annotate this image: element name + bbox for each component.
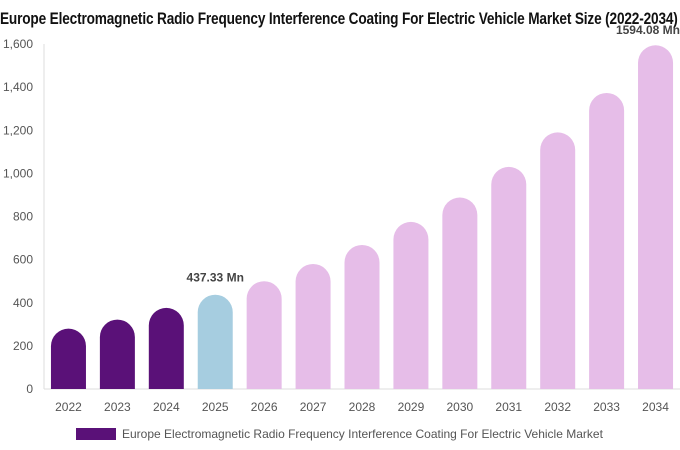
bar-2025	[197, 294, 233, 389]
x-tick-label: 2031	[495, 400, 522, 414]
bar-2028	[344, 244, 380, 389]
y-tick-label: 1,200	[3, 123, 33, 137]
legend-label: Europe Electromagnetic Radio Frequency I…	[122, 427, 603, 441]
x-tick-label: 2028	[349, 400, 376, 414]
x-tick-label: 2023	[104, 400, 131, 414]
bar-2026	[246, 281, 282, 389]
y-tick-label: 1,600	[3, 37, 33, 51]
legend: Europe Electromagnetic Radio Frequency I…	[76, 426, 603, 442]
x-tick-label: 2034	[642, 400, 669, 414]
bar-2033	[589, 92, 625, 390]
x-tick-label: 2024	[153, 400, 180, 414]
y-tick-label: 200	[13, 339, 33, 353]
x-tick-label: 2033	[593, 400, 620, 414]
bar-2029	[393, 221, 429, 389]
bar-2031	[491, 166, 527, 389]
data-label: 1594.08 Mn	[616, 23, 680, 37]
bar-2030	[442, 197, 478, 389]
bar-2022	[50, 328, 86, 389]
x-tick-label: 2029	[398, 400, 425, 414]
x-tick-label: 2027	[300, 400, 327, 414]
legend-swatch	[76, 428, 116, 440]
data-label: 437.33 Mn	[187, 271, 244, 285]
x-tick-label: 2022	[55, 400, 82, 414]
y-tick-label: 0	[26, 382, 33, 396]
chart-title: Europe Electromagnetic Radio Frequency I…	[0, 9, 678, 28]
bar-2024	[148, 307, 184, 389]
bar-2034	[638, 45, 674, 390]
x-tick-label: 2032	[544, 400, 571, 414]
bar-2027	[295, 263, 331, 389]
bar-2032	[540, 132, 576, 389]
x-tick-label: 2030	[446, 400, 473, 414]
y-tick-label: 1,000	[3, 166, 33, 180]
y-tick-label: 800	[13, 210, 33, 224]
x-tick-label: 2026	[251, 400, 278, 414]
bar-2023	[99, 319, 135, 389]
y-tick-label: 1,400	[3, 80, 33, 94]
y-tick-label: 600	[13, 253, 33, 267]
y-tick-label: 400	[13, 296, 33, 310]
x-tick-label: 2025	[202, 400, 229, 414]
